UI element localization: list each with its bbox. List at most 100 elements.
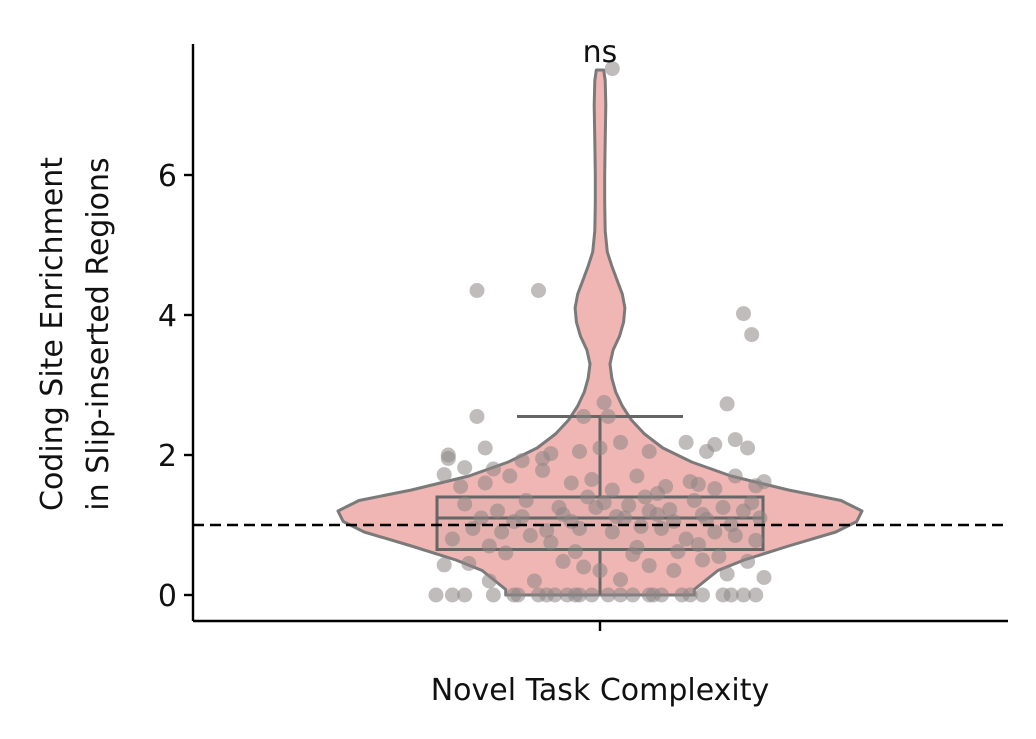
data-point [707, 437, 723, 452]
data-point [727, 432, 743, 448]
data-point [608, 509, 624, 525]
data-point [485, 461, 501, 477]
data-point [649, 486, 665, 501]
data-point [477, 475, 493, 491]
data-point [494, 524, 510, 540]
data-point [637, 489, 653, 505]
data-point [711, 549, 727, 564]
data-point [436, 557, 452, 573]
y-tick-label: 4 [158, 299, 177, 334]
data-point [461, 556, 477, 571]
data-point [727, 468, 743, 484]
data-point [736, 587, 751, 603]
data-point [563, 514, 579, 529]
y-tick-label: 2 [158, 439, 177, 474]
data-point [604, 482, 620, 498]
violin-body [336, 68, 864, 597]
data-point [473, 510, 489, 526]
data-point [502, 468, 518, 484]
data-point [555, 553, 571, 569]
data-point [481, 538, 497, 554]
data-point [592, 440, 608, 456]
data-point [490, 503, 505, 519]
data-point [567, 544, 583, 560]
data-point [514, 453, 530, 469]
data-point [695, 587, 710, 603]
data-point [686, 493, 702, 508]
data-point [604, 61, 620, 77]
data-point [428, 587, 444, 603]
data-point [457, 460, 473, 476]
data-point [592, 563, 608, 578]
data-point [756, 474, 772, 490]
data-point [457, 496, 473, 512]
data-point [740, 440, 756, 456]
plot-area [193, 61, 1008, 603]
data-point [477, 440, 493, 456]
data-point [613, 434, 628, 450]
data-point [723, 587, 739, 603]
data-point [485, 587, 501, 603]
y-tick-label: 6 [158, 159, 177, 194]
data-point [563, 475, 579, 491]
data-point [719, 566, 735, 582]
data-point [596, 495, 612, 511]
data-point [719, 396, 735, 412]
data-point [539, 523, 555, 539]
data-point [670, 544, 686, 560]
data-point [625, 546, 641, 562]
data-point [584, 587, 600, 603]
data-point [744, 495, 760, 511]
data-point [531, 283, 546, 298]
data-point [580, 489, 596, 505]
data-point [740, 553, 756, 569]
data-point [690, 537, 706, 553]
data-point [649, 507, 665, 522]
data-point [633, 518, 649, 534]
data-point [662, 502, 678, 518]
data-point [543, 535, 559, 550]
data-point [576, 409, 592, 424]
data-point [690, 476, 706, 492]
data-point [600, 587, 616, 603]
data-point [510, 587, 526, 603]
data-point [469, 283, 485, 298]
data-point [695, 552, 710, 568]
data-point [613, 572, 628, 588]
data-point [535, 462, 551, 478]
data-point [699, 511, 715, 527]
y-axis-label-line-1: Coding Site Enrichment [35, 157, 70, 511]
data-point [576, 559, 592, 575]
data-point [715, 500, 731, 515]
data-point [666, 563, 682, 578]
data-point [469, 409, 485, 424]
data-point [641, 558, 657, 574]
data-point [444, 587, 460, 603]
data-point [596, 395, 612, 410]
data-point [551, 500, 567, 515]
data-point [453, 479, 469, 494]
data-point [518, 493, 534, 508]
data-point [707, 481, 723, 497]
data-point [678, 531, 694, 547]
y-tick-label: 0 [158, 579, 177, 614]
data-point [748, 587, 764, 603]
data-point [522, 528, 538, 543]
data-point [736, 306, 751, 322]
data-point [444, 531, 460, 547]
data-point [604, 524, 620, 540]
data-point [748, 532, 764, 548]
data-point [547, 587, 563, 603]
data-point [752, 510, 768, 526]
data-point [756, 570, 772, 585]
data-point [514, 509, 530, 525]
y-axis-label-line-2: in Slip-inserted Regions [81, 157, 116, 510]
data-point [440, 451, 456, 466]
axes: 0 2 4 6 [158, 44, 1008, 631]
data-point [641, 444, 657, 459]
data-point [600, 409, 616, 424]
data-point [629, 468, 645, 484]
data-point [526, 573, 542, 589]
data-point [498, 545, 514, 561]
